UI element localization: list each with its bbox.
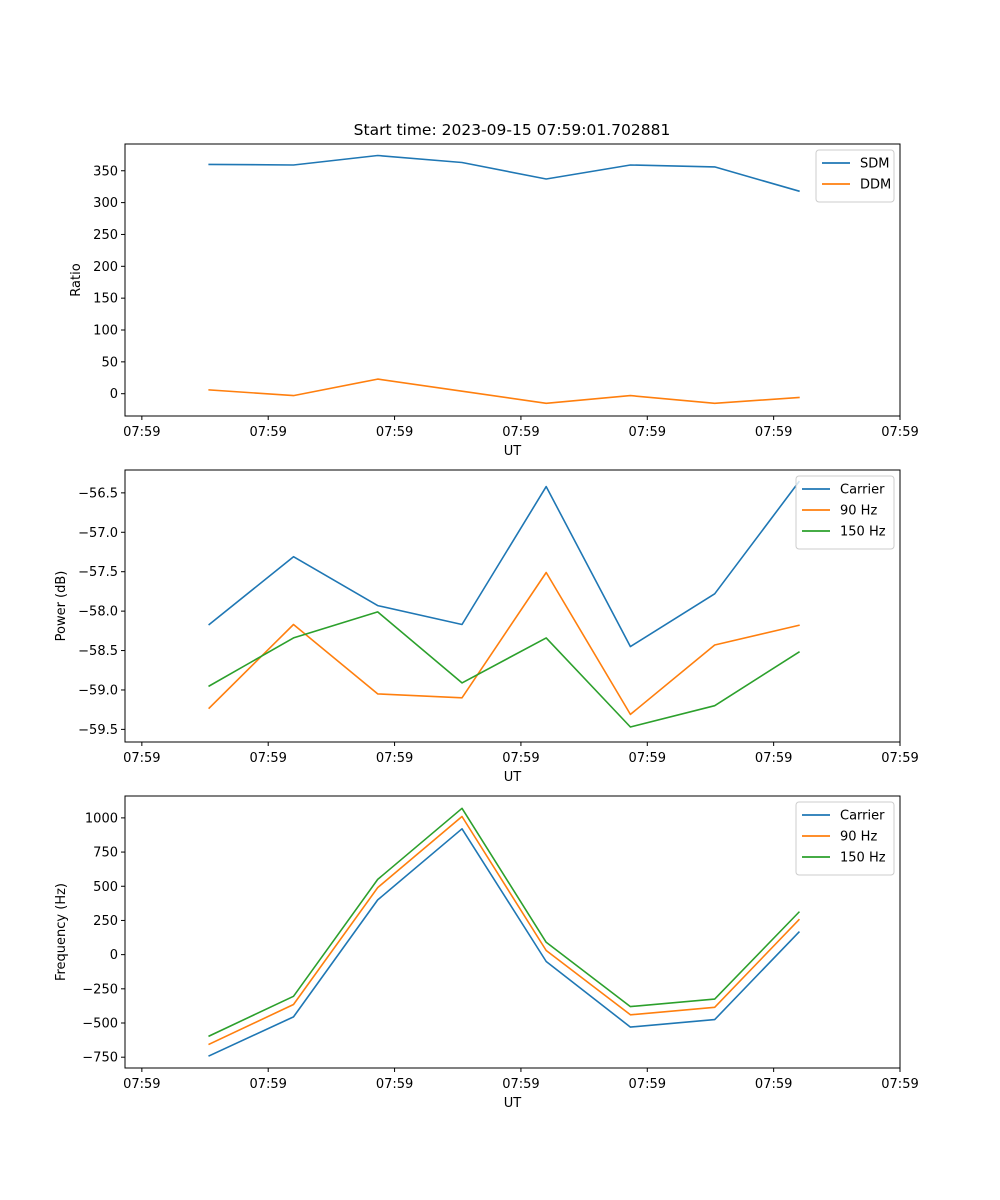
panel-ratio: 07:59 07:59 07:59 07:59 07:59 07:59 07:59 0 50 10…	[69, 143, 919, 459]
y-tick-label: −58.5	[78, 644, 118, 659]
y-tick-label: 100	[93, 324, 118, 339]
series-line-150-hz	[208, 807, 801, 1038]
y-tick-label: 500	[93, 880, 118, 895]
chart-title: Start time: 2023-09-15 07:59:01.702881	[354, 121, 671, 139]
legend: Carrier 90 Hz 150 Hz	[795, 801, 895, 876]
series-line-90-hz	[208, 815, 801, 1046]
x-tick-label: 07:59	[755, 425, 792, 440]
y-tick-label: 50	[101, 355, 118, 370]
x-tick-label: 07:59	[249, 425, 286, 440]
x-tick-label: 07:59	[502, 751, 539, 766]
legend-label: 150 Hz	[840, 851, 886, 866]
x-axis-label: UT	[504, 770, 522, 785]
y-tick-label: −750	[82, 1051, 118, 1066]
x-tick-label: 07:59	[376, 751, 413, 766]
legend-label: 150 Hz	[840, 525, 886, 540]
y-axis-label: Ratio	[69, 263, 84, 296]
x-tick-label: 07:59	[123, 425, 160, 440]
panel-power: 07:59 07:59 07:59 07:59 07:59 07:59 07:59 −59.5…	[54, 469, 919, 785]
x-tick-label: 07:59	[502, 1077, 539, 1092]
x-tick-label: 07:59	[755, 751, 792, 766]
legend-label: Carrier	[840, 483, 885, 498]
y-tick-label: 350	[93, 164, 118, 179]
x-tick-label: 07:59	[376, 1077, 413, 1092]
y-tick-label: −250	[82, 982, 118, 997]
legend-label: 90 Hz	[840, 830, 877, 845]
series-line-carrier	[208, 480, 801, 648]
y-tick-label: −59.5	[78, 723, 118, 738]
y-axis-label: Frequency (Hz)	[54, 883, 69, 981]
y-tick-label: −500	[82, 1017, 118, 1032]
x-axis-label: UT	[504, 444, 522, 459]
x-tick-label: 07:59	[629, 751, 666, 766]
x-tick-label: 07:59	[249, 751, 286, 766]
x-axis-label: UT	[504, 1096, 522, 1111]
series-line-ddm	[208, 378, 800, 405]
series-line-carrier	[208, 827, 801, 1057]
y-axis-label: Power (dB)	[54, 571, 69, 642]
y-tick-label: 250	[93, 914, 118, 929]
x-tick-label: 07:59	[629, 425, 666, 440]
y-tick-label: 150	[93, 292, 118, 307]
y-tick-label: 0	[110, 948, 118, 963]
y-tick-label: −59.0	[78, 683, 118, 698]
y-tick-label: 1000	[85, 811, 118, 826]
x-tick-label: 07:59	[376, 425, 413, 440]
x-tick-label: 07:59	[881, 425, 918, 440]
legend: SDM DDM	[815, 149, 895, 203]
y-tick-label: 750	[93, 846, 118, 861]
legend-label: 90 Hz	[840, 504, 877, 519]
legend-label: SDM	[860, 157, 889, 172]
legend-label: Carrier	[840, 809, 885, 824]
y-tick-label: 200	[93, 260, 118, 275]
series-line-90-hz	[208, 571, 800, 716]
series-line-sdm	[208, 154, 800, 193]
axes-frame	[124, 795, 901, 1069]
axes-frame	[124, 469, 901, 743]
legend-label: DDM	[860, 178, 891, 193]
x-tick-label: 07:59	[755, 1077, 792, 1092]
panel-frequency: 07:59 07:59 07:59 07:59 07:59 07:59 07:59 −750 −…	[54, 795, 919, 1111]
x-tick-label: 07:59	[123, 751, 160, 766]
x-tick-label: 07:59	[629, 1077, 666, 1092]
series-line-150-hz	[208, 611, 801, 728]
x-tick-label: 07:59	[881, 1077, 918, 1092]
y-tick-label: 0	[110, 387, 118, 402]
y-tick-label: 250	[93, 228, 118, 243]
x-tick-label: 07:59	[881, 751, 918, 766]
x-tick-label: 07:59	[123, 1077, 160, 1092]
y-tick-label: −57.5	[78, 565, 118, 580]
y-tick-label: −58.0	[78, 605, 118, 620]
x-tick-label: 07:59	[502, 425, 539, 440]
legend: Carrier 90 Hz 150 Hz	[795, 475, 895, 550]
x-tick-label: 07:59	[249, 1077, 286, 1092]
y-tick-label: −56.5	[78, 486, 118, 501]
y-tick-label: −57.0	[78, 526, 118, 541]
axes-frame	[124, 143, 901, 417]
y-tick-label: 300	[93, 196, 118, 211]
